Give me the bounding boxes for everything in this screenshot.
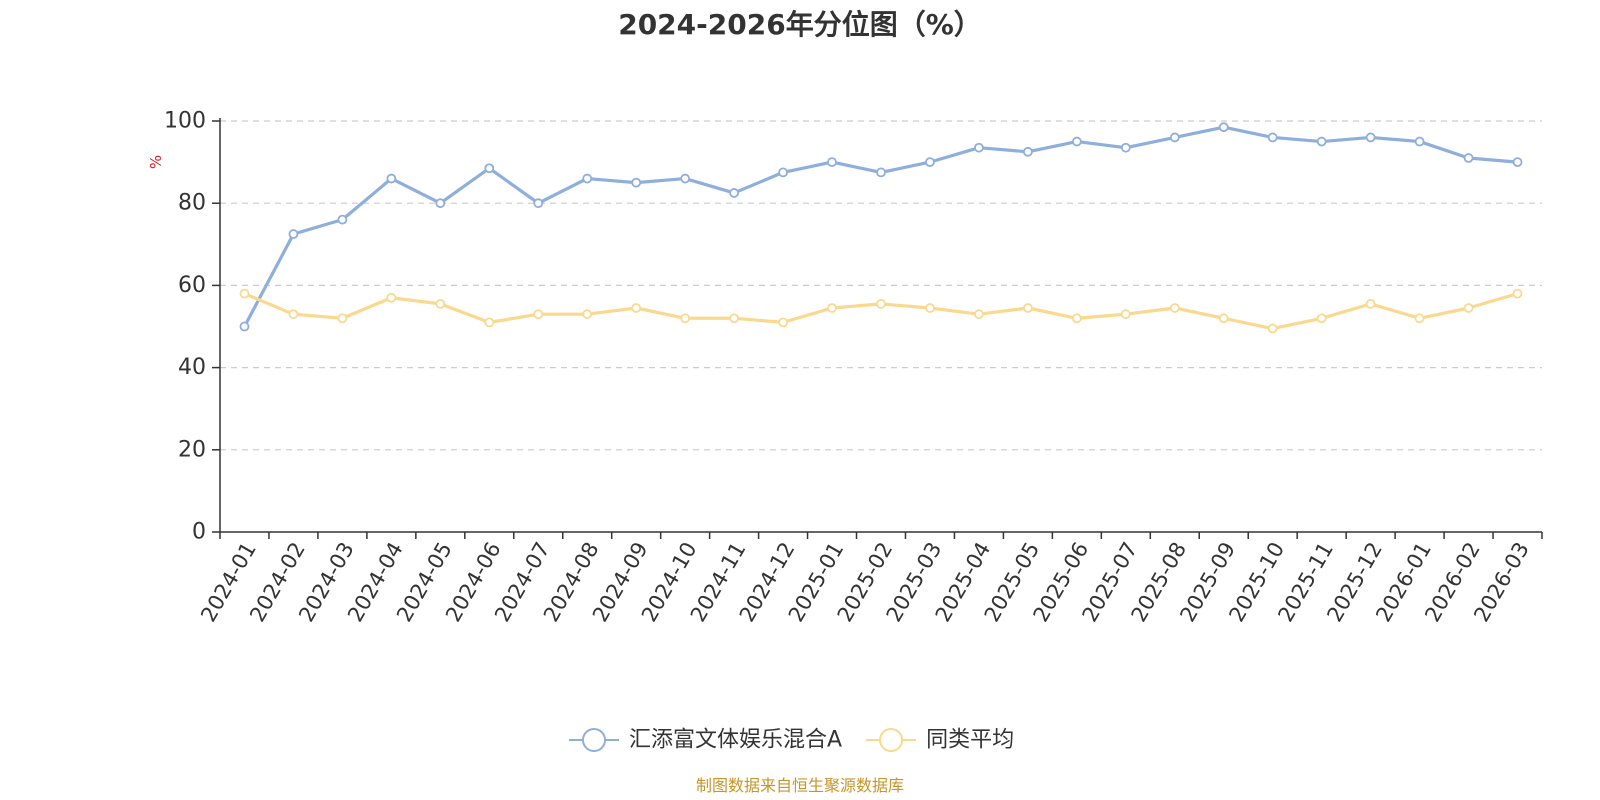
series-1-point: [1316, 136, 1327, 147]
y-tick-label: 40: [178, 355, 206, 380]
series-2-point: [1512, 288, 1523, 299]
series-1-point: [827, 157, 837, 168]
series-2-point: [925, 303, 935, 313]
series-2-point: [582, 309, 593, 320]
series-1-point: [1463, 153, 1474, 163]
y-tick-label: 60: [178, 273, 206, 298]
series-2-point: [680, 313, 691, 324]
series-2-point: [1414, 313, 1425, 324]
series-1-point: [435, 198, 446, 209]
series-1-point: [1169, 132, 1180, 143]
legend[interactable]: 汇添富文体娱乐混合A 同类平均: [569, 728, 1014, 753]
series-1-point: [1365, 132, 1376, 143]
series-1-point: [582, 173, 593, 184]
series-2-point: [337, 313, 348, 324]
series-2-point: [1169, 303, 1180, 313]
series-2-point: [1267, 323, 1278, 334]
series-1-point: [1414, 136, 1425, 147]
series-1-point: [1071, 136, 1082, 147]
series-1-point: [386, 173, 397, 184]
series-1-point: [974, 142, 984, 153]
series-2-point: [1022, 303, 1033, 313]
series-1-point: [631, 177, 642, 188]
series-2-point: [1316, 313, 1327, 324]
series-2-point: [1463, 303, 1474, 313]
series-2-point: [631, 303, 642, 313]
series-1-point: [484, 163, 495, 174]
series-2-point: [778, 317, 788, 328]
series-lines: [239, 122, 1523, 334]
series-1-point: [778, 167, 788, 178]
series-line-1: [242, 125, 1520, 329]
legend-marker-swatch: [879, 728, 904, 752]
series-2-point: [386, 292, 397, 303]
series-2-point: [533, 309, 544, 320]
series-2-point: [1071, 313, 1082, 324]
legend-marker-swatch: [582, 728, 606, 752]
legend-label: 同类平均: [926, 728, 1014, 753]
series-2-point: [1218, 313, 1229, 324]
series-1-point: [1022, 146, 1033, 157]
series-2-point: [827, 303, 837, 313]
series-1-point: [1512, 157, 1523, 168]
y-axis-unit-label: %: [147, 155, 165, 169]
series-2-point: [435, 298, 446, 309]
series-2-point: [484, 317, 495, 328]
data-source-note: 制图数据来自恒生聚源数据库: [696, 776, 904, 795]
series-2-point: [729, 313, 740, 324]
series-1-point: [337, 214, 348, 225]
series-1-point: [680, 173, 691, 184]
legend-label: 汇添富文体娱乐混合A: [629, 728, 842, 753]
series-2-point: [1365, 298, 1376, 309]
series-1-point: [533, 198, 544, 209]
series-1-point: [1267, 132, 1278, 143]
y-tick-label: 0: [192, 520, 206, 545]
legend-item-2[interactable]: 同类平均: [866, 728, 1014, 753]
series-1-point: [239, 321, 250, 332]
series-1-point: [288, 229, 299, 239]
y-tick-label: 80: [178, 191, 206, 216]
y-tick-label: 20: [178, 437, 206, 462]
series-1-point: [876, 167, 886, 178]
series-1-point: [1120, 142, 1131, 153]
series-1-point: [1218, 122, 1229, 133]
chart-title: 2024-2026年分位图（%）: [618, 8, 982, 41]
series-2-point: [876, 298, 886, 309]
series-1-point: [729, 188, 740, 198]
series-2-point: [974, 309, 984, 320]
series-line-2: [242, 292, 1520, 331]
legend-item-1[interactable]: 汇添富文体娱乐混合A: [569, 728, 842, 753]
series-2-point: [1120, 309, 1131, 320]
series-2-point: [288, 309, 299, 320]
series-1-point: [925, 157, 935, 168]
series-2-point: [239, 288, 250, 299]
y-tick-label: 100: [164, 109, 206, 134]
